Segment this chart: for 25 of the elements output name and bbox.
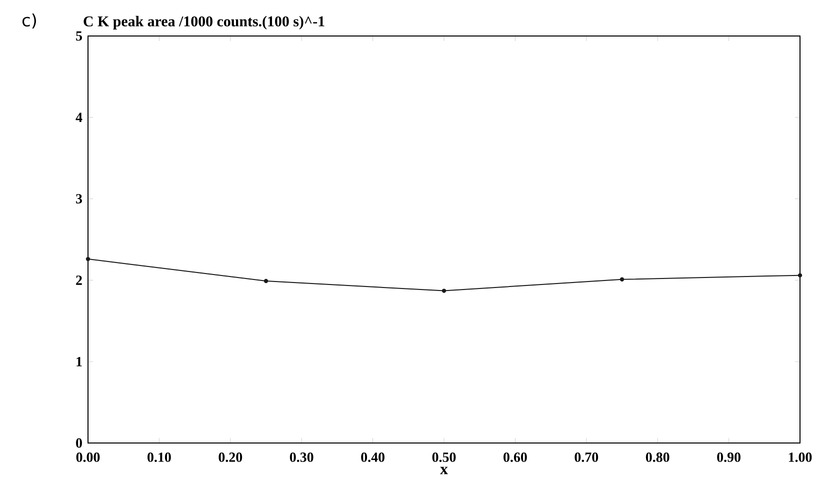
y-tick-label: 4 <box>76 112 82 122</box>
x-axis-title: x <box>440 466 448 474</box>
x-tick-label: 0.80 <box>646 452 670 462</box>
x-tick-label: 0.30 <box>290 452 314 462</box>
x-tick-label: 0.00 <box>76 452 100 462</box>
y-tick-label: 0 <box>76 438 82 448</box>
point <box>264 278 268 284</box>
x-tick-label: 1.00 <box>788 452 812 462</box>
x-tick-label: 0.10 <box>148 452 171 462</box>
x-tick-label: 0.50 <box>432 452 456 462</box>
text: c) <box>22 13 36 29</box>
y-tick-label: 5 <box>76 31 82 41</box>
point <box>620 277 624 282</box>
point <box>442 288 446 293</box>
point <box>86 256 90 262</box>
x-tick-label: 0.20 <box>218 452 242 462</box>
x-tick-label: 0.70 <box>574 452 598 462</box>
y-axis-title: C K peak area /1000 counts.(100 s)^-1 <box>84 16 324 30</box>
y-tick-label: 3 <box>76 194 82 204</box>
x-tick-label: 0.60 <box>504 452 527 462</box>
point <box>798 273 802 278</box>
y-tick-label: 2 <box>76 276 82 285</box>
y-tick-label: 1 <box>76 356 82 366</box>
x-tick-label: 0.90 <box>717 452 740 462</box>
x-tick-label: 0.40 <box>361 452 384 462</box>
